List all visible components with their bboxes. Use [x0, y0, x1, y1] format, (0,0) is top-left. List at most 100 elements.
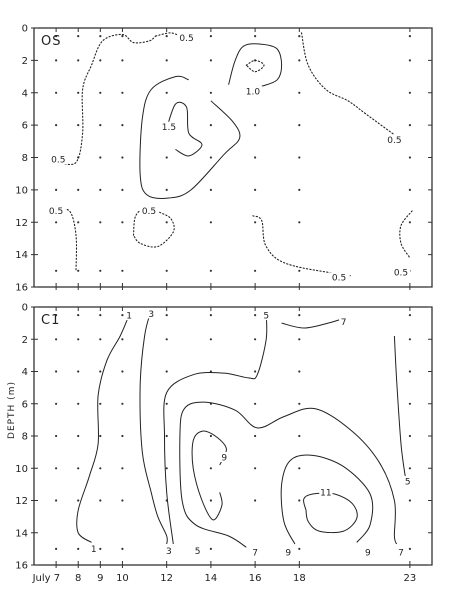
sample-point	[99, 269, 102, 272]
sample-point	[77, 370, 80, 373]
sample-point	[165, 434, 168, 438]
sample-point	[55, 269, 58, 272]
sample-point	[298, 91, 301, 94]
y-tick-label: 10	[15, 464, 28, 475]
sample-point	[209, 221, 212, 224]
contour-label: 1	[91, 545, 97, 555]
sample-point	[408, 370, 411, 373]
sample-point	[254, 221, 257, 224]
sample-point	[165, 221, 168, 224]
panel-os: 0.5 0.5 0.5 0.5 0.5 0.5 0.5 1.0 1.5 OS 0 2 4 6 8 10 12 14…	[15, 24, 433, 294]
sample-point	[298, 547, 301, 551]
sample-point	[209, 269, 212, 272]
sample-point	[121, 402, 124, 405]
sample-point	[55, 35, 58, 38]
sample-point	[77, 467, 80, 470]
sample-point	[121, 35, 124, 38]
y-tick-label: 8	[22, 432, 28, 443]
y-tick-label: 10	[15, 185, 28, 196]
sample-point	[254, 370, 257, 373]
contour-line	[399, 210, 413, 259]
sample-point	[99, 59, 102, 62]
sample-point	[298, 467, 301, 470]
sample-point	[121, 434, 124, 438]
sample-point	[254, 402, 257, 405]
contour-label-bg	[251, 547, 259, 558]
contour-line	[300, 32, 395, 136]
sample-point	[254, 499, 257, 502]
x-tick-label: 8	[75, 573, 81, 584]
sample-point	[121, 124, 124, 127]
contour-label-bg	[139, 205, 159, 216]
sample-point	[77, 59, 80, 62]
sample-point	[254, 314, 257, 317]
sample-point	[77, 402, 80, 405]
sample-point	[209, 188, 212, 191]
contour-label-bg	[391, 267, 411, 278]
sample-point	[209, 91, 212, 94]
sample-point	[99, 156, 102, 159]
contour-line	[228, 43, 283, 87]
sample-point	[77, 314, 80, 317]
sample-point	[209, 59, 212, 62]
contour-line	[139, 75, 241, 199]
sample-point	[99, 370, 102, 373]
contour-label: 9	[365, 548, 371, 558]
sample-point	[408, 59, 411, 62]
sample-point	[77, 188, 80, 191]
sample-point	[77, 35, 80, 38]
sample-point	[77, 434, 80, 438]
sample-point	[254, 338, 257, 341]
sample-point	[99, 499, 102, 502]
contour-line	[393, 335, 406, 478]
sample-point	[99, 314, 102, 317]
sample-point	[121, 314, 124, 317]
sample-point	[165, 467, 168, 470]
y-tick-label: 16	[15, 283, 28, 294]
contour-label: 0.5	[179, 34, 193, 44]
sample-point	[77, 221, 80, 224]
y-tick-label: 12	[15, 218, 28, 229]
sample-point	[55, 499, 58, 502]
x-tick-label: 14	[205, 573, 218, 584]
contour-line	[163, 313, 268, 545]
contour-label: 1.0	[246, 87, 261, 97]
sample-point	[77, 124, 80, 127]
contour-label: 1	[126, 311, 132, 321]
x-tick-label: 9	[97, 573, 103, 584]
y-tick-label: 6	[22, 121, 28, 132]
sample-point	[55, 124, 58, 127]
sample-point	[77, 338, 80, 341]
sample-point	[408, 124, 411, 127]
sample-point	[209, 370, 212, 373]
contour-label: 0.5	[394, 269, 408, 279]
sample-point	[77, 499, 80, 502]
contour-label-bg	[403, 476, 412, 487]
contour-label: 0.5	[142, 207, 156, 217]
sample-point	[55, 402, 58, 405]
contour-label-bg	[89, 543, 98, 554]
contour-label-bg	[46, 205, 66, 216]
sample-point	[408, 221, 411, 224]
contour-label-bg	[385, 134, 404, 145]
sample-point	[99, 434, 102, 438]
sample-point	[209, 314, 212, 317]
sample-point	[99, 35, 102, 38]
sample-point	[55, 91, 58, 94]
sample-point	[165, 156, 168, 159]
y-tick-label: 2	[22, 335, 28, 346]
sample-point	[99, 402, 102, 405]
contour-line	[139, 310, 168, 545]
sample-point	[55, 467, 58, 470]
contour-label-bg	[165, 545, 173, 556]
contour-label-bg	[262, 310, 270, 321]
contour-label-bg	[147, 308, 155, 319]
contour-label-bg	[339, 316, 348, 327]
contour-line	[245, 59, 265, 73]
contour-line	[57, 33, 157, 166]
sample-point	[408, 467, 411, 470]
contour-line	[53, 208, 78, 272]
y-tick-label: 0	[22, 24, 28, 35]
sample-point	[99, 91, 102, 94]
sample-point	[55, 338, 58, 341]
